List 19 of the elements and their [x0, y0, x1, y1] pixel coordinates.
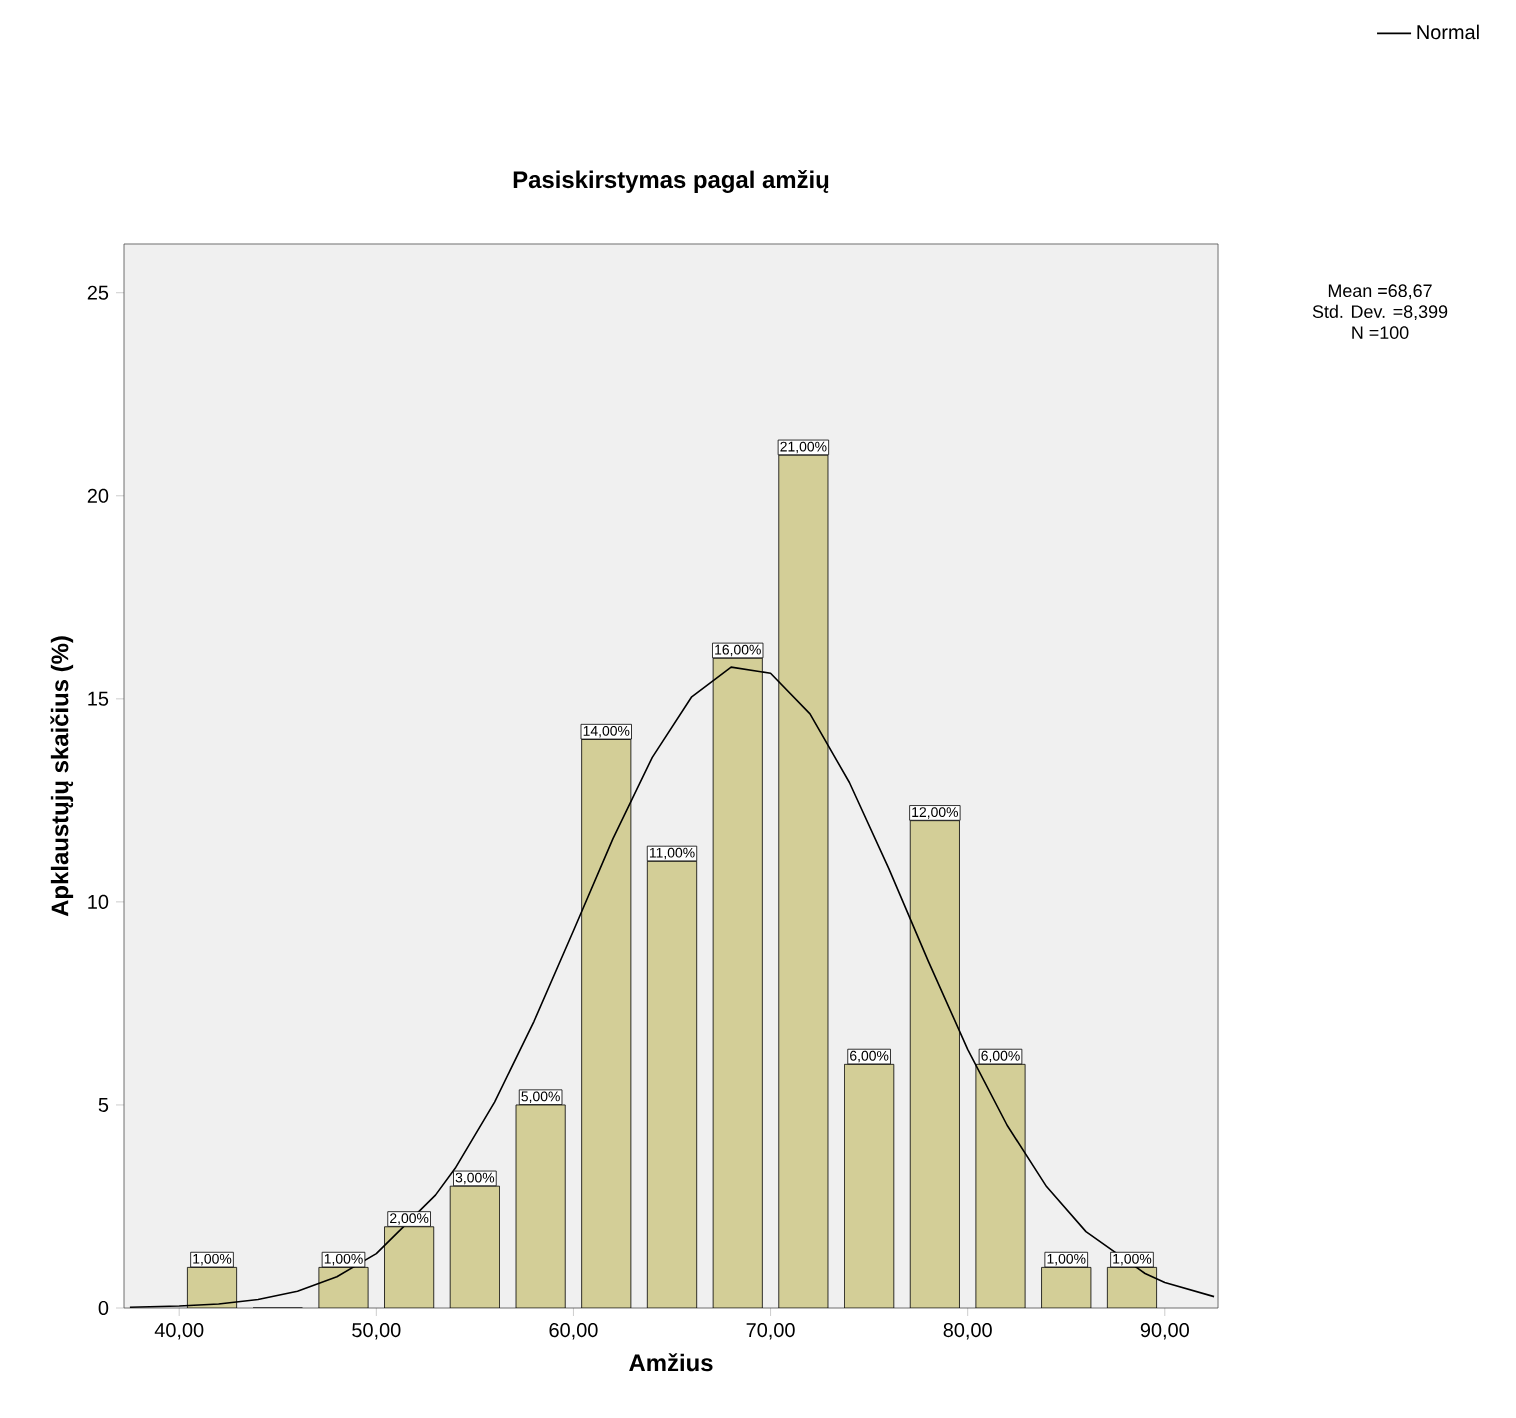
text: Std. Dev. =8,399 — [1312, 304, 1448, 321]
legend-label: Normal — [1417, 24, 1479, 40]
x-tick-label: 70,00 — [746, 1323, 795, 1340]
x-tick-label: 40,00 — [154, 1323, 204, 1340]
x-axis-title: Amžius — [629, 1353, 713, 1372]
y-tick-label: 0 — [98, 1300, 109, 1316]
x-tick-label: 90,00 — [1140, 1323, 1189, 1340]
y-tick-label: 5 — [98, 1097, 109, 1112]
y-tick-label: 25 — [87, 285, 109, 300]
text: Mean =68,67 — [1328, 284, 1432, 300]
x-tick-label: 50,00 — [352, 1323, 401, 1340]
x-tick-label: 60,00 — [549, 1323, 598, 1340]
y-tick-label: 10 — [88, 894, 109, 909]
y-tick-label: 20 — [87, 488, 109, 503]
chart-title: Pasiskirstymas pagal amžių — [513, 170, 829, 193]
x-tick-label: 80,00 — [943, 1323, 992, 1340]
y-axis-title: Apklaustųjų skaičius (%) — [50, 636, 74, 917]
y-tick-label: 15 — [88, 691, 109, 706]
text: N =100 — [1352, 326, 1409, 339]
